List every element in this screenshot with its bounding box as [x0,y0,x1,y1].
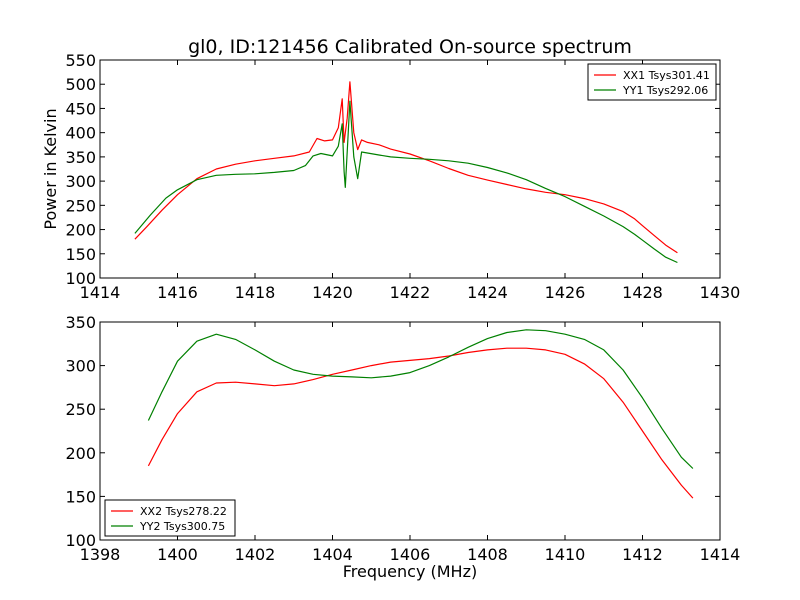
x-tick-label: 1422 [390,283,431,302]
y-tick-label: 500 [65,75,96,94]
y-tick-label: 100 [65,531,96,550]
y-tick-label: 250 [65,196,96,215]
y-tick-label: 150 [65,487,96,506]
x-tick-label: 1414 [700,545,741,564]
legend-label-1: XX1 Tsys301.41 [623,69,710,82]
top-plot-area: 1414 1416 1418 1420 1422 1424 1426 1428 1430 100 1… [65,51,740,302]
x-tick-label: 1426 [545,283,586,302]
y-tick-label: 450 [65,99,96,118]
x-tick-label: 1398 [80,545,121,564]
legend-label-1: XX2 Tsys278.22 [140,505,227,518]
x-tick-label: 1424 [467,283,508,302]
x-tick-label: 1402 [235,545,276,564]
y-tick-label: 200 [65,444,96,463]
y-tick-label: 100 [65,269,96,288]
y-tick-label: 300 [65,172,96,191]
x-tick-label: 1412 [622,545,663,564]
x-axis-label: Frequency (MHz) [343,562,477,581]
series-line-2 [134,100,678,264]
legend-box [587,63,717,101]
series-line-1 [147,347,694,499]
x-tick-label: 1410 [545,545,586,564]
y-axis-label: Power in Kelvin [41,108,60,229]
y-tick-label: 550 [65,51,96,70]
legend: XX2 Tsys278.22 YY2 Tsys300.75 [104,499,236,537]
x-tick-label: 1416 [157,283,198,302]
y-tick-label: 250 [65,400,96,419]
x-tick-label: 1404 [312,545,353,564]
top-chart: gl0, ID:121456 Calibrated On-source spec… [41,36,740,302]
bottom-plot-area: 1398 1400 1402 1404 1406 1408 1410 1412 1414 100 1… [65,313,740,564]
x-tick-label: 1420 [312,283,353,302]
x-tick-label: 1428 [622,283,663,302]
series-line-1 [134,81,678,254]
x-tick-label: 1418 [235,283,276,302]
x-tick-label: 1400 [157,545,198,564]
y-tick-label: 350 [65,313,96,332]
x-tick-label: 1408 [467,545,508,564]
x-tick-label: 1406 [390,545,431,564]
legend-box [104,499,236,537]
legend-label-2: YY2 Tsys300.75 [139,520,225,533]
y-tick-label: 400 [65,124,96,143]
legend-label-2: YY1 Tsys292.06 [622,84,708,97]
y-tick-label: 350 [65,148,96,167]
legend: XX1 Tsys301.41 YY1 Tsys292.06 [587,63,717,101]
y-tick-label: 150 [65,245,96,264]
x-tick-label: 1414 [80,283,121,302]
chart-title: gl0, ID:121456 Calibrated On-source spec… [188,36,632,58]
bottom-chart: Frequency (MHz) 1398 1400 1402 1404 1406 1408… [65,313,740,581]
series-line-2 [147,329,694,469]
x-tick-label: 1430 [700,283,741,302]
y-tick-label: 300 [65,357,96,376]
y-tick-label: 200 [65,221,96,240]
